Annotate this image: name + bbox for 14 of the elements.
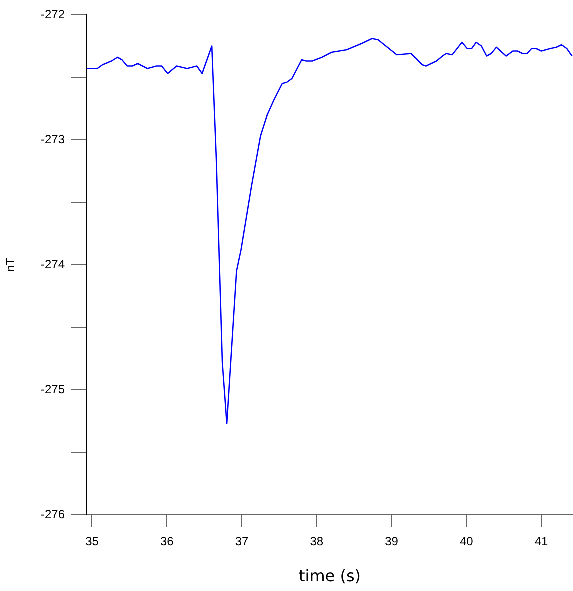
y-tick-label: -273 [40,132,66,146]
x-tick-label: 39 [385,534,399,549]
x-tick-label: 37 [235,534,250,549]
x-tick-label: 41 [534,534,549,549]
y-tick-label: -275 [40,382,66,396]
y-tick-label: -276 [40,507,66,522]
x-tick-label: 40 [460,534,474,549]
x-tick-label: 38 [310,534,324,549]
y-tick-label: -274 [40,257,66,272]
x-tick-label: 35 [86,534,100,549]
x-tick-label: 36 [160,534,174,549]
y-axis-title: nT [4,257,18,272]
x-axis-title: time (s) [298,566,362,586]
y-tick-label: -272 [40,7,66,22]
